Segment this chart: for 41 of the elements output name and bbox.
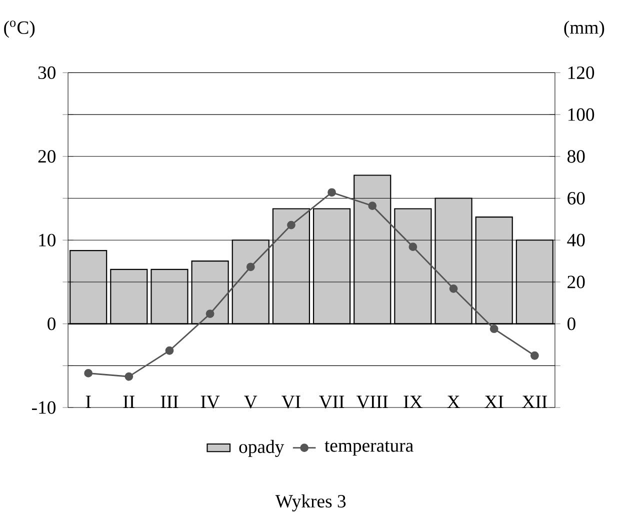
- x-tick-label: II: [123, 396, 134, 408]
- legend-label: temperatura: [324, 441, 414, 456]
- x-tick-label: IV: [200, 396, 220, 409]
- text: Wykres 3: [275, 494, 346, 512]
- point: [368, 202, 377, 210]
- x-tick-label: XII: [522, 396, 547, 408]
- point: [84, 369, 93, 378]
- point: [490, 324, 498, 334]
- y2-tick-label: 100: [568, 108, 594, 122]
- x-tick-label: I: [86, 396, 91, 408]
- y2-tick-label: 60: [568, 192, 585, 205]
- x-tick-label: VI: [282, 396, 300, 409]
- x-tick-label: X: [447, 396, 460, 408]
- y-tick-label: 30: [38, 66, 56, 80]
- point: [165, 346, 174, 356]
- x-tick-label: V: [244, 396, 258, 409]
- point: [328, 188, 336, 197]
- y2-tick-label: 0: [567, 318, 576, 330]
- y-axis-title: ($^{o}$C): [4, 20, 35, 38]
- point: [449, 284, 458, 294]
- point: [206, 310, 214, 318]
- y-tick-label: -10: [32, 401, 56, 414]
- y-tick-label: 20: [38, 150, 56, 163]
- x-tick-label: VIII: [356, 396, 388, 409]
- point: [124, 372, 134, 381]
- y2-tick-label: 80: [567, 150, 585, 163]
- y-tick-label: 0: [48, 318, 56, 330]
- x-tick-label: IX: [404, 396, 422, 408]
- x-tick-label: III: [160, 396, 178, 408]
- y2-tick-label: 120: [568, 66, 594, 80]
- x-tick-label: XI: [484, 396, 504, 408]
- y2-tick-label: 40: [567, 234, 585, 247]
- y2-tick-label: 20: [568, 276, 585, 288]
- point: [287, 221, 296, 230]
- x-tick-label: VII: [319, 396, 344, 409]
- point: [408, 242, 418, 252]
- point: [246, 262, 255, 272]
- y2-axis-title: (mm): [564, 20, 604, 38]
- y-tick-label: 10: [39, 234, 56, 247]
- point: [530, 352, 539, 360]
- legend-label: opady: [239, 440, 284, 458]
